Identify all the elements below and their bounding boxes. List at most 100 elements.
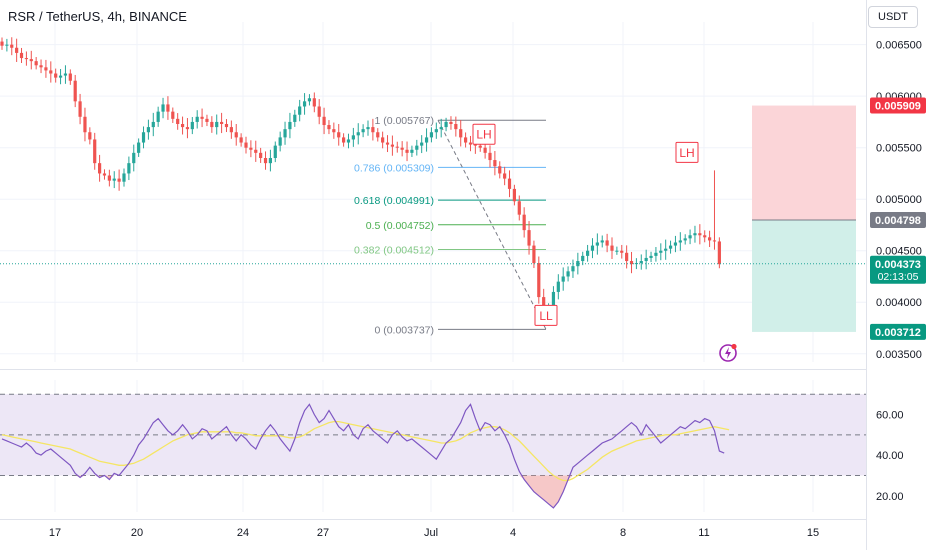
rsi-tick-label: 40.00 [876,450,904,462]
candle-body [293,114,297,122]
candle-body [68,73,72,81]
price-tag [870,212,926,229]
price-tag-label: 0.004798 [875,215,921,227]
candle-body [361,129,365,133]
candle-body [0,41,4,46]
candle-body [137,142,141,153]
candle-body [410,149,414,153]
candle-body [688,235,692,239]
candle-body [58,75,63,78]
candle-body [478,145,482,148]
candle-body [537,263,541,298]
price-tag [870,255,926,284]
candle-body [288,121,292,130]
candle-body [312,98,316,107]
candle-body [239,137,243,143]
candle-body [234,132,238,138]
candle-body [268,158,272,164]
candle-body [400,147,404,150]
time-tick-label: 8 [620,527,626,539]
candle-body [88,132,92,140]
candle-body [698,233,702,236]
time-tick-label: Jul [424,527,438,539]
candle-body [254,149,258,153]
candle-body [600,240,604,243]
price-tick-label: 0.003500 [876,349,922,361]
fib-level-label: 0.382 (0.004512) [354,244,434,256]
candle-body [385,142,390,145]
candle-body [566,271,570,277]
candle-body [307,98,312,102]
candle-body [654,252,658,256]
candle-body [122,173,126,182]
candle-body [366,127,370,130]
candle-body [449,121,453,124]
candle-body [176,118,180,124]
candle-body [454,124,458,130]
price-tick-label: 0.005000 [876,194,922,206]
price-tag [870,97,926,114]
swing-label: LL [539,309,553,323]
candle-body [278,137,282,146]
candle-body [678,240,682,243]
rsi-line [1,403,725,509]
candle-body [49,70,53,74]
candle-body [337,132,341,138]
candle-body [381,137,385,143]
candle-body [429,132,434,138]
candle-body [200,116,204,119]
candle-body [507,178,512,189]
candle-body [561,276,565,282]
candle-body [117,178,121,182]
candle-body [356,132,360,136]
candle-body [473,144,477,146]
candle-body [63,73,68,76]
flash-alert-icon[interactable] [718,343,738,363]
candle-body [127,163,131,174]
swing-label-box [472,123,496,145]
candle-body [571,266,575,272]
candle-body [664,248,668,251]
price-tick-label: 0.004000 [876,297,922,309]
candle-body [327,125,331,130]
candle-body [615,250,619,252]
fib-level-label: 0.5 (0.004752) [366,220,434,232]
candle-body [683,238,687,241]
fib-level-label: 0 (0.003737) [374,324,434,336]
candle-body [659,250,663,253]
price-tag-label: 0.004373 [875,259,921,271]
candle-body [595,242,599,246]
currency-button[interactable]: USDT [868,6,918,28]
candle-body [44,67,48,71]
fib-level-label: 0.618 (0.004991) [354,195,434,207]
candle-body [488,152,492,161]
candle-body [317,106,321,117]
price-tick-label: 0.004500 [876,246,922,258]
candle-body [132,152,136,164]
candle-body [102,173,107,176]
candle-body [229,127,233,133]
candle-body [180,124,185,128]
candle-body [205,118,209,122]
candle-body [332,129,336,133]
swing-label: LH [476,128,491,142]
fib-level-label: 1 (0.005767) [374,115,434,127]
candle-body [576,261,580,267]
price-tag-label: 0.003712 [875,327,921,339]
candle-body [581,255,585,262]
candle-body [273,145,277,158]
time-tick-label: 15 [807,527,819,539]
candle-body [376,132,380,138]
candle-body [322,116,326,126]
stop-loss-zone [752,105,856,221]
candle-body [434,129,438,133]
swing-label-box [675,141,699,163]
candle-body [415,145,419,150]
candle-body [522,214,526,231]
price-tick-label: 0.006500 [876,40,922,52]
candle-body [620,250,624,253]
candle-body [644,257,648,262]
candle-body [83,116,87,133]
candle-body [107,175,111,181]
